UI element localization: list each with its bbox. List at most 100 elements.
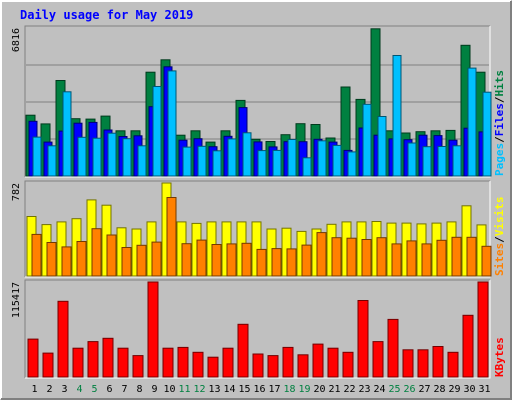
- bar-sites-day-26: [406, 240, 417, 277]
- bar-sites-day-9: [151, 241, 162, 277]
- bar-kbytes-day-17: [267, 355, 279, 378]
- bar-pages-day-10: [167, 70, 177, 177]
- bar-sites-day-18: [286, 248, 297, 277]
- bar-kbytes-day-27: [417, 349, 429, 378]
- bar-kbytes-day-24: [372, 341, 384, 378]
- panel-border-shadow: [24, 279, 490, 378]
- bar-kbytes-day-2: [42, 352, 54, 378]
- bar-sites-day-1: [31, 233, 42, 277]
- bar-kbytes-day-21: [327, 347, 339, 378]
- legend-entry: KBytes: [493, 337, 506, 377]
- bar-kbytes-day-10: [162, 347, 174, 378]
- x-axis-day-label: 16: [253, 384, 265, 395]
- bar-pages-day-7: [122, 138, 132, 177]
- chart-panels: 6816 Pages/Files/Hits 782 Sites/Visits 11541…: [11, 25, 506, 379]
- bar-pages-day-28: [437, 146, 447, 177]
- legend-separator: /: [493, 96, 506, 103]
- bar-sites-day-4: [76, 241, 87, 277]
- bar-sites-day-12: [196, 239, 207, 277]
- bar-sites-day-10: [166, 197, 177, 277]
- legend-separator: /: [493, 236, 506, 243]
- bar-pages-day-18: [287, 139, 297, 177]
- bar-pages-day-26: [407, 142, 417, 177]
- bar-pages-day-6: [107, 132, 117, 177]
- bar-kbytes-day-26: [402, 349, 414, 378]
- x-axis-day-label: 28: [433, 384, 445, 395]
- x-axis-day-label: 6: [106, 384, 112, 395]
- bar-sites-day-5: [91, 228, 102, 277]
- chart-title: Daily usage for May 2019: [20, 8, 193, 22]
- y-axis-max-label: 6816: [11, 28, 22, 52]
- panel-border-highlight: [25, 280, 491, 379]
- bar-pages-day-31: [482, 91, 492, 177]
- x-axis-day-label: 27: [418, 384, 430, 395]
- bar-sites-day-30: [466, 236, 477, 277]
- bar-sites-day-17: [271, 248, 282, 277]
- x-axis-day-label: 1: [31, 384, 37, 395]
- legend-entry: Sites: [493, 243, 506, 276]
- bar-pages-day-20: [317, 140, 327, 177]
- bar-sites-day-24: [376, 237, 387, 277]
- bar-kbytes-day-1: [27, 338, 39, 378]
- bar-kbytes-day-18: [282, 346, 294, 378]
- bar-kbytes-day-14: [222, 347, 234, 378]
- bar-sites-day-31: [481, 245, 492, 277]
- bar-pages-day-17: [272, 149, 282, 177]
- bar-sites-day-25: [391, 243, 402, 277]
- bar-kbytes-day-7: [117, 347, 129, 378]
- bar-kbytes-day-30: [462, 314, 474, 378]
- bar-kbytes-day-8: [132, 355, 144, 378]
- bar-pages-day-22: [347, 151, 357, 177]
- bar-sites-day-11: [181, 243, 192, 277]
- x-axis-day-label: 15: [238, 384, 250, 395]
- y-axis-max-label: 782: [11, 183, 22, 201]
- x-axis-day-label: 26: [403, 384, 415, 395]
- bar-pages-day-29: [452, 145, 462, 177]
- bar-sites-day-15: [241, 242, 252, 277]
- x-axis-day-label: 31: [478, 384, 490, 395]
- bar-pages-day-5: [92, 137, 102, 177]
- x-axis-labels: 1 2 3 4 5 6 7 8 9 10 11 12 13 14 15 16 17 18 19 20 21 22 23 24 2…: [31, 384, 490, 395]
- bar-sites-day-28: [436, 239, 447, 277]
- bar-pages-day-8: [137, 145, 147, 177]
- x-axis-day-label: 19: [298, 384, 310, 395]
- bar-sites-day-22: [346, 237, 357, 277]
- bar-pages-day-3: [62, 91, 72, 177]
- panel-border-shadow: [24, 25, 490, 177]
- x-axis-day-label: 9: [151, 384, 157, 395]
- bar-kbytes-day-3: [57, 300, 69, 378]
- panel-legend: Pages/Files/Hits: [493, 70, 506, 176]
- legend-entry: Pages: [493, 143, 506, 176]
- panel-visits-sites: 782 Sites/Visits: [11, 180, 506, 278]
- panel-legend: Sites/Visits: [493, 197, 506, 277]
- y-axis-max-label: 115417: [11, 282, 22, 318]
- legend-separator: /: [493, 136, 506, 143]
- bar-kbytes-day-19: [297, 354, 309, 378]
- x-axis-day-label: 20: [313, 384, 325, 395]
- x-axis-day-label: 22: [343, 384, 355, 395]
- bar-kbytes-day-16: [252, 353, 264, 378]
- x-axis-day-label: 25: [388, 384, 400, 395]
- bar-pages-day-24: [377, 116, 387, 177]
- bar-kbytes-day-9: [147, 281, 159, 378]
- bar-pages-day-15: [242, 132, 252, 177]
- bar-kbytes-day-23: [357, 300, 369, 378]
- bar-kbytes-day-6: [102, 337, 114, 378]
- panel-border-highlight: [25, 26, 491, 178]
- x-axis-day-label: 30: [463, 384, 475, 395]
- bar-pages-day-13: [212, 150, 222, 177]
- bar-kbytes-day-15: [237, 323, 249, 378]
- x-axis-day-label: 14: [223, 384, 235, 395]
- bar-pages-day-21: [332, 144, 342, 177]
- bar-sites-day-19: [301, 244, 312, 277]
- x-axis-day-label: 13: [208, 384, 220, 395]
- bar-pages-day-12: [197, 145, 207, 177]
- bar-pages-day-14: [227, 138, 237, 177]
- bar-pages-day-11: [182, 146, 192, 177]
- x-axis-day-label: 11: [178, 384, 190, 395]
- bar-sites-day-14: [226, 243, 237, 277]
- bar-pages-day-25: [392, 55, 402, 177]
